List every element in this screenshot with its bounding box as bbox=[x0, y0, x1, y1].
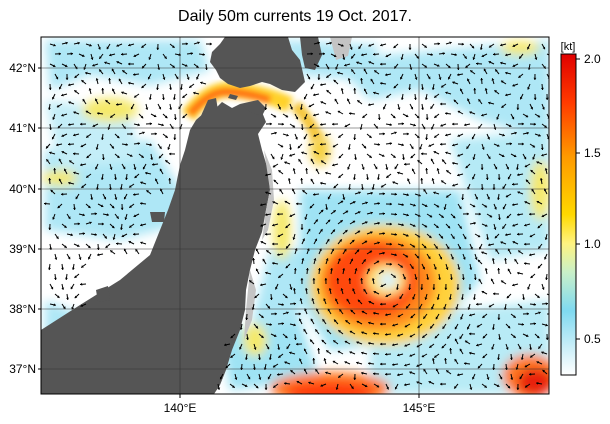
lat-label: 42°N bbox=[9, 61, 36, 75]
colorbar-tick: 0.5 bbox=[584, 332, 601, 346]
current-arrowhead bbox=[551, 313, 553, 316]
lat-label: 38°N bbox=[9, 302, 36, 316]
colorbar-tick: 2.0 bbox=[584, 52, 601, 66]
colorbar-tick: 1.5 bbox=[584, 146, 601, 160]
current-arrowhead bbox=[550, 54, 553, 57]
lat-label: 40°N bbox=[9, 182, 36, 196]
colorbar-unit: [kt] bbox=[561, 41, 576, 53]
lon-label: 140°E bbox=[164, 401, 197, 415]
current-arrowhead bbox=[550, 294, 553, 297]
lat-label: 41°N bbox=[9, 121, 36, 135]
lat-label: 39°N bbox=[9, 242, 36, 256]
longitude-labels: 140°E 145°E bbox=[164, 401, 436, 415]
colorbar: [kt] 2.0 1.5 1.0 0.5 bbox=[561, 41, 601, 375]
latitude-labels: 42°N 41°N 40°N 39°N 38°N 37°N bbox=[9, 61, 36, 376]
lon-label: 145°E bbox=[403, 401, 436, 415]
lat-label: 37°N bbox=[9, 362, 36, 376]
colorbar-tick: 1.0 bbox=[584, 237, 601, 251]
